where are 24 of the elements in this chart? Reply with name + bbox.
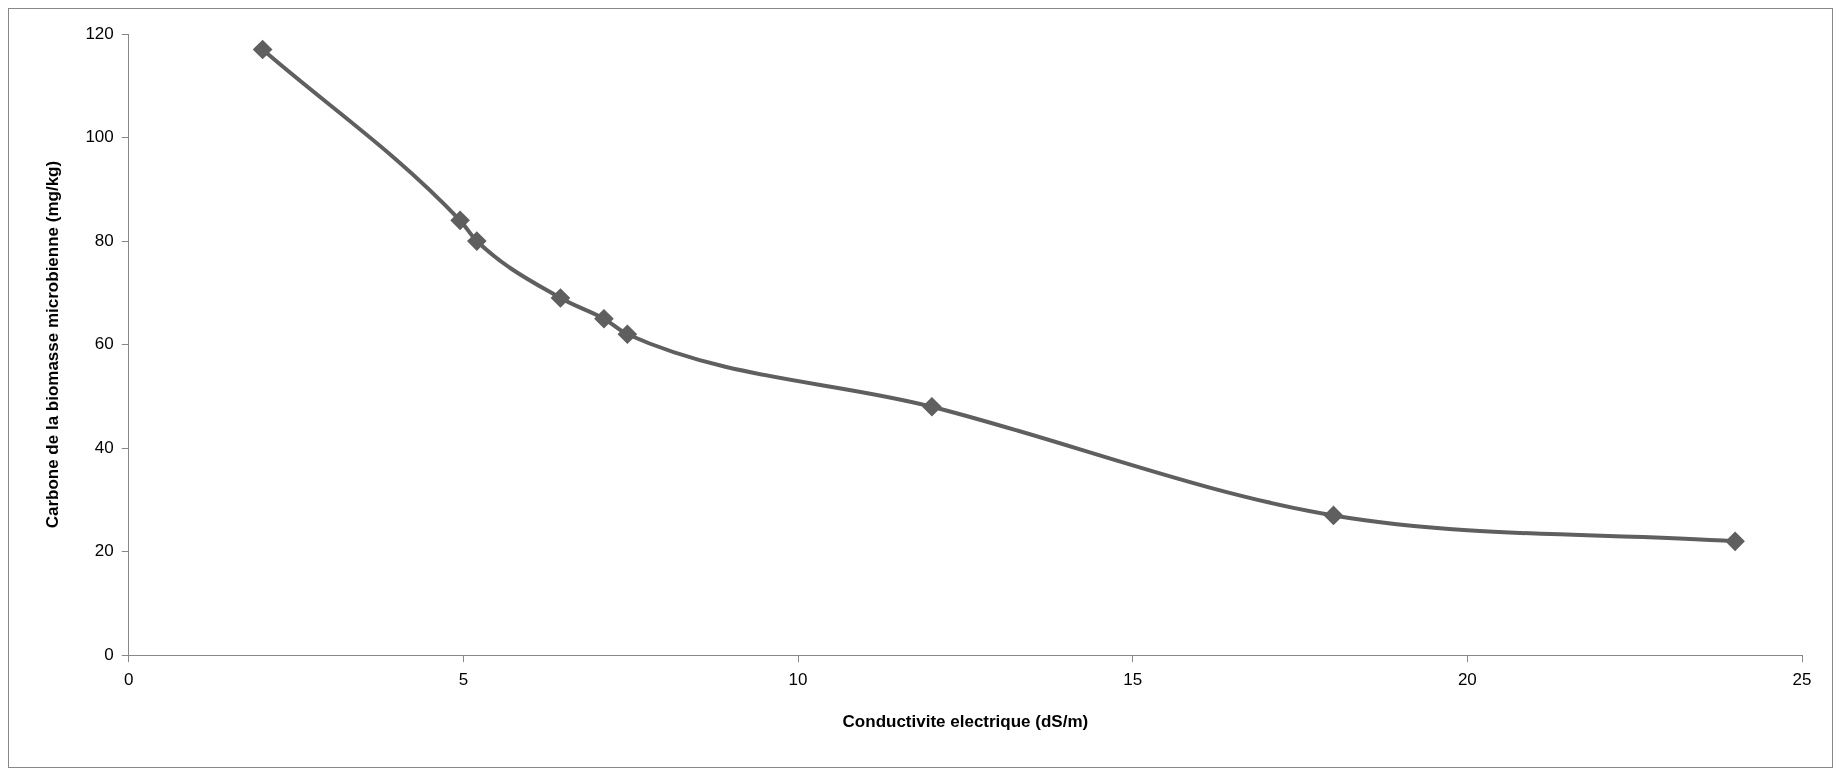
y-tick-label: 60: [94, 334, 114, 354]
x-axis-title: Conductivite electrique (dS/m): [842, 712, 1089, 732]
y-tick-label: 120: [85, 23, 114, 43]
x-tick-label: 20: [1457, 670, 1477, 690]
x-tick-label: 10: [788, 670, 808, 690]
x-tick-label: 15: [1123, 670, 1143, 690]
y-axis-title: Carbone de la biomasse microbienne (mg/kg): [42, 160, 62, 529]
y-tick-label: 40: [94, 437, 114, 457]
y-tick-label: 0: [104, 644, 114, 664]
x-tick-label: 25: [1792, 670, 1812, 690]
point: [253, 40, 272, 59]
point: [1726, 532, 1745, 551]
y-tick-label: 80: [94, 230, 114, 250]
point: [1324, 506, 1343, 525]
point: [594, 309, 613, 328]
point: [551, 289, 570, 308]
point: [618, 325, 637, 344]
point: [922, 397, 941, 416]
point: [467, 232, 486, 251]
y-tick-label: 100: [85, 127, 114, 147]
y-tick-label: 20: [94, 541, 114, 561]
point: [451, 211, 470, 230]
x-tick-label: 0: [124, 670, 134, 690]
x-tick-label: 5: [458, 670, 469, 690]
